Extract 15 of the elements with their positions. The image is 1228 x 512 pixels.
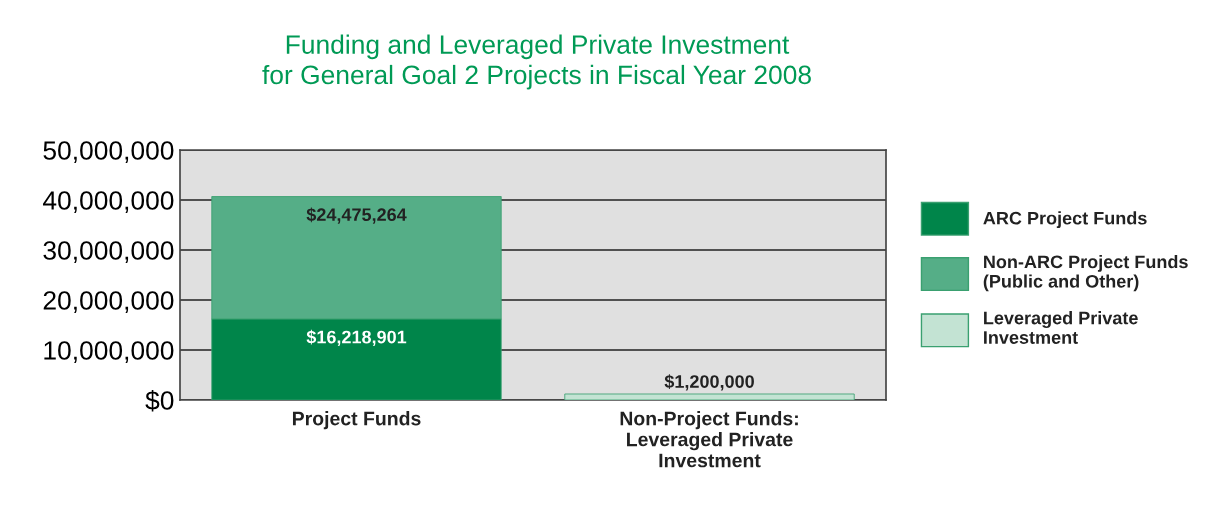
legend-label: ARC Project Funds [983,211,1147,229]
legend-label: Non-ARC Project Funds (Public and Other) [983,254,1188,292]
data-label: $24,475,264 [306,207,407,224]
y-tick-label: 40,000,000 [42,191,174,213]
legend-label: Leveraged Private Investment [984,311,1138,344]
x-tick-label: Non-Project Funds: Leveraged Private Investment [620,411,798,468]
y-tick-label: 50,000,000 [43,141,174,163]
data-label: $1,200,000 [664,374,754,391]
y-tick-label: 10,000,000 [44,341,174,363]
data-label: $16,218,901 [306,329,407,347]
y-tick-label: 30,000,000 [43,241,174,263]
y-tick-label: 20,000,000 [43,291,174,313]
y-tick-label: $0 [145,390,174,412]
chart-title: Funding and Leveraged Private Investment for General Goal 2 Projects in Fiscal Year 2008 [262,34,811,90]
x-tick-label: Project Funds [292,411,421,430]
